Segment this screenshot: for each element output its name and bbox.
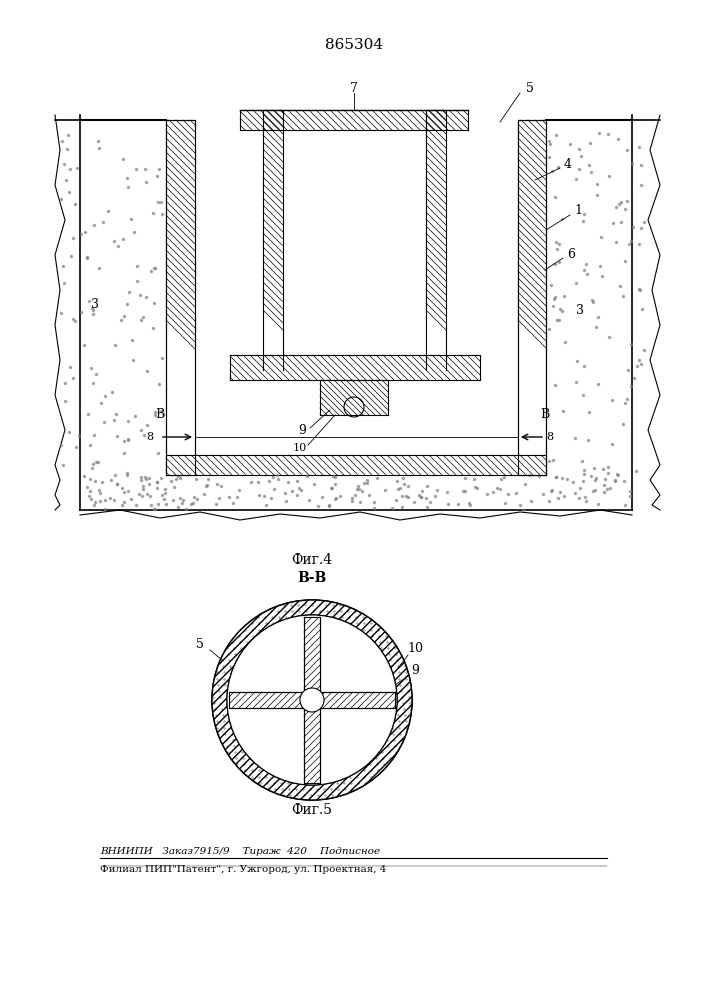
Text: 865304: 865304 xyxy=(325,38,383,52)
Polygon shape xyxy=(166,455,546,475)
Text: 1: 1 xyxy=(574,204,582,217)
Text: ВНИИПИ   Заказ7915/9    Тираж  420    Подписное: ВНИИПИ Заказ7915/9 Тираж 420 Подписное xyxy=(100,848,380,856)
Text: В: В xyxy=(156,408,165,422)
Polygon shape xyxy=(166,120,195,475)
Text: Фиг.4: Фиг.4 xyxy=(291,553,332,567)
Circle shape xyxy=(212,600,412,800)
Text: 10: 10 xyxy=(407,642,423,654)
Text: 8: 8 xyxy=(146,432,153,442)
Text: 9: 9 xyxy=(298,424,306,436)
Circle shape xyxy=(344,397,364,417)
Text: 4: 4 xyxy=(564,158,572,172)
Circle shape xyxy=(227,615,397,785)
Text: 6: 6 xyxy=(567,248,575,261)
Text: Филиал ПИП"Патент", г. Ужгород, ул. Проектная, 4: Филиал ПИП"Патент", г. Ужгород, ул. Прое… xyxy=(100,865,386,874)
Text: 3: 3 xyxy=(576,304,584,316)
Text: 8: 8 xyxy=(346,714,354,726)
Polygon shape xyxy=(518,120,546,475)
Text: В-В: В-В xyxy=(298,571,327,585)
Bar xyxy=(229,692,395,708)
Text: 7: 7 xyxy=(350,82,358,95)
Text: 5: 5 xyxy=(196,639,204,652)
Text: В: В xyxy=(540,408,549,422)
Circle shape xyxy=(300,688,324,712)
Text: 9: 9 xyxy=(411,664,419,676)
Text: 8: 8 xyxy=(547,432,554,442)
Bar xyxy=(304,617,320,783)
Text: 5: 5 xyxy=(526,82,534,95)
Text: 10: 10 xyxy=(293,443,307,453)
Text: Фиг.5: Фиг.5 xyxy=(291,803,332,817)
Wedge shape xyxy=(212,600,412,800)
Text: 3: 3 xyxy=(91,298,99,312)
